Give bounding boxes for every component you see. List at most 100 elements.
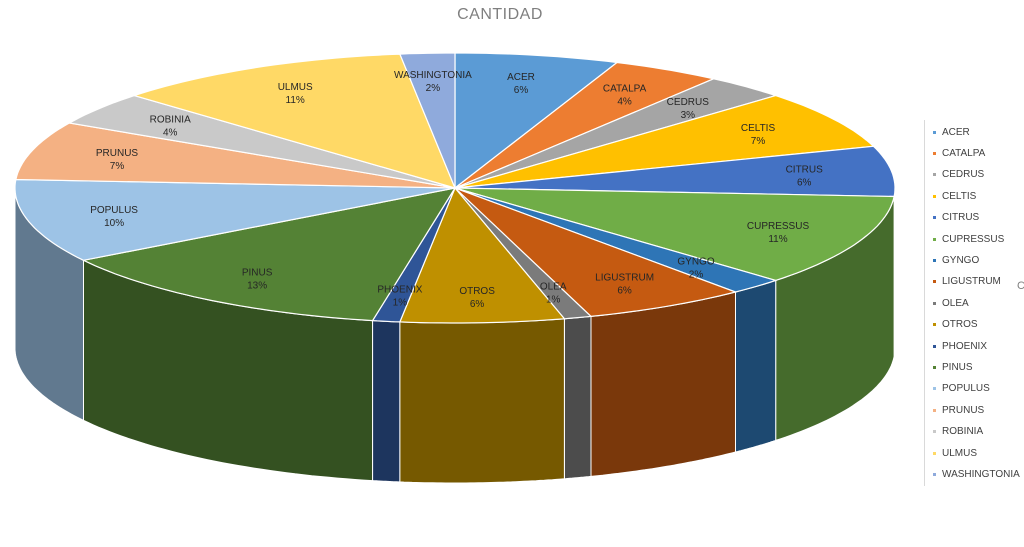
legend-item-cupressus[interactable]: CUPRESSUS	[933, 231, 1004, 247]
data-label-name-gyngo: GYNGO	[677, 257, 714, 268]
legend-item-otros[interactable]: OTROS	[933, 317, 978, 333]
pie-slice-pinus[interactable]	[81, 187, 457, 322]
chart-title: CANTIDAD	[457, 6, 543, 23]
data-label-name-celtis: CELTIS	[741, 123, 776, 134]
data-label-name-ligustrum: LIGUSTRUM	[595, 273, 654, 284]
legend-swatch	[933, 280, 936, 284]
data-label-value-ulmus: 11%	[286, 95, 305, 106]
pie-side-group	[14, 188, 896, 484]
legend-label: ULMUS	[942, 447, 978, 459]
data-label-name-citrus: CITRUS	[786, 165, 824, 176]
data-label-value-catalpa: 4%	[617, 96, 632, 107]
data-label-value-acer: 6%	[514, 85, 529, 96]
pie-side-gyngo	[735, 279, 777, 453]
pie-side-phoenix	[372, 320, 401, 483]
pie-side-ligustrum	[590, 291, 736, 477]
legend-item-robinia[interactable]: ROBINIA	[933, 424, 983, 440]
legend-item-catalpa[interactable]: CATALPA	[933, 145, 985, 161]
legend-item-prunus[interactable]: PRUNUS	[933, 402, 984, 418]
data-label-name-cedrus: CEDRUS	[667, 97, 710, 108]
data-label-name-cupressus: CUPRESSUS	[747, 221, 810, 232]
data-label-name-otros: OTROS	[459, 286, 495, 297]
legend-swatch	[933, 387, 936, 391]
data-label-value-olea: 1%	[546, 295, 561, 306]
legend-swatch	[933, 301, 936, 305]
legend-swatch	[933, 216, 936, 220]
legend-item-washingtonia[interactable]: WASHINGTONIA	[933, 466, 1020, 482]
legend-label: WASHINGTONIA	[942, 468, 1020, 480]
pie-slice-cedrus[interactable]	[454, 78, 778, 189]
legend-swatch	[933, 451, 936, 455]
pie-slice-gyngo[interactable]	[454, 187, 778, 293]
legend-swatch	[933, 130, 936, 134]
data-label-value-celtis: 7%	[751, 136, 766, 147]
pie-slice-washingtonia[interactable]	[399, 52, 456, 189]
data-label-name-acer: ACER	[507, 72, 535, 83]
pie-slice-robinia[interactable]	[67, 94, 456, 189]
data-label-value-gyngo: 2%	[689, 270, 704, 281]
legend-item-olea[interactable]: OLEA	[933, 295, 969, 311]
legend-item-ulmus[interactable]: ULMUS	[933, 445, 977, 461]
pie-slice-ligustrum[interactable]	[454, 187, 738, 318]
legend-item-populus[interactable]: POPULUS	[933, 381, 990, 397]
legend-item-citrus[interactable]: CITRUS	[933, 210, 979, 226]
data-label-value-otros: 6%	[470, 299, 485, 310]
legend-item-cedrus[interactable]: CEDRUS	[933, 167, 984, 183]
legend-item-acer[interactable]: ACER	[933, 124, 970, 140]
legend-item-celtis[interactable]: CELTIS	[933, 188, 976, 204]
legend-label: CITRUS	[942, 212, 980, 224]
pie-labels-group: ACER 6% CATALPA 4% CEDRUS 3% CELTIS 7% CITRUS 6% C…	[90, 70, 823, 310]
pie-slice-catalpa[interactable]	[454, 61, 716, 189]
data-label-value-citrus: 6%	[797, 178, 812, 189]
legend-swatch	[933, 258, 936, 262]
pie-slice-ulmus[interactable]	[132, 53, 457, 189]
data-label-value-cupressus: 11%	[768, 234, 787, 245]
data-label-value-cedrus: 3%	[681, 110, 696, 121]
data-label-name-olea: OLEA	[540, 282, 567, 293]
pie-side-otros	[399, 318, 565, 484]
data-label-value-ligustrum: 6%	[617, 286, 632, 297]
legend-label: OLEA	[942, 297, 969, 309]
legend-item-ligustrum[interactable]: LIGUSTRUM	[933, 274, 1001, 290]
legend-swatch	[933, 237, 936, 241]
pie-slice-olea[interactable]	[454, 187, 593, 320]
pie-slice-prunus[interactable]	[15, 122, 456, 189]
legend-swatch	[933, 472, 936, 476]
legend-label: CATALPA	[942, 147, 986, 159]
legend-label: PINUS	[942, 361, 973, 373]
legend-swatch	[933, 408, 936, 412]
legend-label: CEDRUS	[942, 169, 985, 181]
legend-label: PRUNUS	[942, 404, 985, 416]
data-label-name-washingtonia: WASHINGTONIA	[394, 70, 472, 81]
pie-slice-populus[interactable]	[14, 178, 456, 261]
legend: ACER CATALPA CEDRUS CELTIS CITRUS CUPRESSUS GY…	[924, 120, 1021, 486]
data-label-name-prunus: PRUNUS	[96, 148, 139, 159]
pie-side-olea	[563, 315, 592, 480]
legend-label: ACER	[942, 126, 970, 138]
data-label-name-pinus: PINUS	[242, 267, 273, 278]
legend-label: POPULUS	[942, 383, 990, 395]
data-label-value-washingtonia: 2%	[426, 83, 441, 94]
data-label-name-catalpa: CATALPA	[603, 83, 647, 94]
pie-slice-celtis[interactable]	[454, 94, 875, 189]
pie-slice-otros[interactable]	[399, 186, 566, 324]
data-label-value-pinus: 13%	[247, 280, 267, 291]
pie-slice-cupressus[interactable]	[454, 187, 895, 282]
data-label-value-robinia: 4%	[163, 128, 178, 139]
pie-slice-citrus[interactable]	[454, 145, 896, 198]
legend-item-phoenix[interactable]: PHOENIX	[933, 338, 987, 354]
legend-item-gyngo[interactable]: GYNGO	[933, 252, 979, 268]
legend-swatch	[933, 430, 936, 434]
legend-swatch	[933, 323, 936, 327]
pie-top-group	[14, 52, 896, 324]
legend-label: LIGUSTRUM	[942, 276, 1001, 288]
pie-slice-acer[interactable]	[454, 52, 619, 190]
legend-swatch	[933, 365, 936, 369]
data-label-name-phoenix: PHOENIX	[377, 285, 422, 296]
legend-label: GYNGO	[942, 254, 980, 266]
legend-label: ROBINIA	[942, 426, 984, 438]
legend-label: CELTIS	[942, 190, 977, 202]
legend-swatch	[933, 194, 936, 198]
legend-item-pinus[interactable]: PINUS	[933, 359, 973, 375]
